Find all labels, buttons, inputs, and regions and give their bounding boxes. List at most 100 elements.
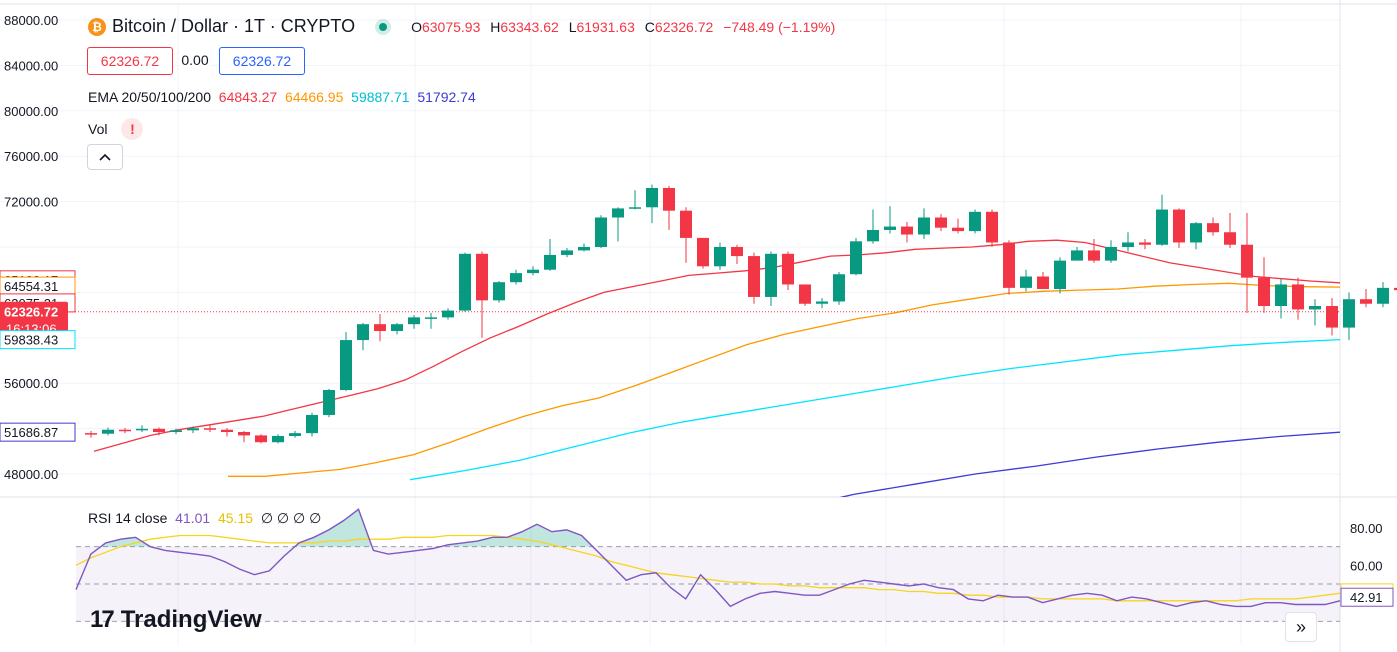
candle: [1020, 269, 1032, 292]
candle-body: [153, 428, 165, 433]
candle-body: [1105, 247, 1117, 261]
ema50-line: [228, 282, 1340, 477]
candle: [323, 388, 335, 418]
candle-body: [629, 207, 641, 209]
candle-body: [748, 256, 760, 297]
scroll-to-realtime-button[interactable]: »: [1285, 612, 1317, 642]
ema200-value: 51792.74: [417, 89, 476, 105]
candle: [442, 308, 454, 320]
candle: [935, 214, 947, 232]
candle: [1173, 208, 1185, 249]
candle: [1224, 212, 1236, 249]
candle: [867, 209, 879, 244]
candle: [510, 269, 522, 285]
candle: [1377, 282, 1389, 308]
candle-body: [578, 247, 590, 251]
candle-body: [1054, 260, 1066, 289]
candle: [561, 248, 573, 258]
candle-body: [1343, 299, 1355, 328]
rsi-legend[interactable]: RSI 14 close 41.01 45.15 ∅ ∅ ∅ ∅: [88, 510, 321, 527]
candle: [1309, 299, 1321, 326]
candle: [1190, 222, 1202, 250]
candle: [459, 252, 471, 312]
candle: [1003, 240, 1015, 295]
candle-body: [884, 226, 896, 230]
candle-body: [187, 428, 199, 431]
candle-body: [425, 317, 437, 319]
candle: [136, 425, 148, 433]
candle: [1326, 298, 1338, 336]
candle-body: [1258, 277, 1270, 307]
candle-body: [901, 226, 913, 235]
candle: [272, 434, 284, 444]
candle: [901, 222, 913, 243]
candle-body: [1360, 299, 1372, 304]
candle: [714, 242, 726, 270]
warning-icon[interactable]: !: [121, 118, 144, 140]
candle-body: [1241, 244, 1253, 278]
candle: [629, 190, 641, 210]
rsi-ma-line: [75, 534, 1341, 602]
candle-body: [408, 317, 420, 325]
candle-body: [1139, 242, 1151, 245]
price-badge-label: 64554.31: [4, 279, 58, 294]
candle-body: [544, 254, 556, 270]
candle: [1360, 288, 1372, 308]
candle-body: [1309, 306, 1321, 310]
tradingview-logo-text: TradingView: [120, 606, 262, 633]
candle: [1105, 240, 1117, 263]
candle-body: [1122, 242, 1134, 247]
volume-legend[interactable]: Vol !: [88, 118, 144, 140]
ema-legend[interactable]: EMA 20/50/100/200 64843.27 64466.95 5988…: [88, 89, 476, 105]
candle: [493, 281, 505, 303]
candle: [306, 412, 318, 437]
candle: [748, 252, 760, 304]
candle-body: [663, 187, 675, 211]
candle: [204, 424, 216, 433]
collapse-legend-button[interactable]: [87, 144, 123, 170]
candle: [1088, 239, 1100, 263]
candle: [153, 427, 165, 436]
symbol-title[interactable]: Bitcoin / Dollar · 1T · CRYPTO: [112, 16, 356, 36]
candle: [1343, 292, 1355, 341]
sell-button[interactable]: 62326.72: [87, 47, 173, 75]
candle: [102, 427, 114, 436]
market-open-icon: [375, 18, 392, 35]
ema50-value: 64466.95: [284, 89, 344, 105]
tradingview-logo[interactable]: 17 TradingView: [90, 606, 262, 634]
candle-body: [459, 253, 471, 311]
price-badge: [0, 422, 76, 442]
candle-body: [1292, 284, 1304, 310]
candle-body: [952, 227, 964, 232]
rsi-line: [75, 508, 1341, 608]
ema100-value: 59887.71: [351, 89, 410, 105]
symbol-legend: ₿ Bitcoin / Dollar · 1T · CRYPTO O63075.…: [88, 16, 841, 37]
candle-body: [935, 217, 947, 228]
candle: [476, 251, 488, 338]
candle-body: [680, 210, 692, 238]
candle-body: [476, 253, 488, 301]
buy-button[interactable]: 62326.72: [219, 47, 305, 75]
candle: [969, 209, 981, 234]
price-axis-tick: 84000.00: [4, 58, 58, 73]
rsi-badge-label: 42.91: [1350, 590, 1383, 605]
candle-body: [1275, 284, 1287, 307]
candle: [544, 239, 556, 271]
candle: [527, 266, 539, 276]
price-badge: [0, 330, 76, 350]
candle: [663, 185, 675, 230]
candle-body: [646, 187, 658, 208]
ohlc-high: 63343.62: [500, 18, 559, 35]
price-axis-tick: 56000.00: [4, 376, 58, 391]
candle: [952, 218, 964, 234]
candle-body: [119, 429, 131, 432]
candle-body: [442, 310, 454, 318]
ema20-value: 64843.27: [218, 89, 278, 105]
ema20-line: [93, 239, 1340, 452]
candle: [357, 323, 369, 351]
candle-body: [136, 428, 148, 431]
price-badge-label: 59838.43: [4, 333, 58, 348]
price-axis-tick: 88000.00: [4, 13, 58, 28]
candle: [1275, 278, 1287, 319]
